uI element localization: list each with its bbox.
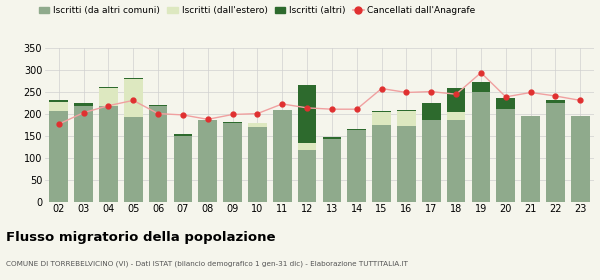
Bar xyxy=(546,101,565,102)
Bar xyxy=(347,129,366,130)
Bar xyxy=(298,143,316,150)
Bar xyxy=(99,87,118,88)
Bar xyxy=(546,102,565,202)
Bar xyxy=(397,111,416,126)
Bar xyxy=(496,98,515,109)
Bar xyxy=(323,137,341,139)
Bar xyxy=(298,85,316,143)
Bar xyxy=(372,111,391,112)
Bar xyxy=(223,123,242,202)
Bar xyxy=(422,120,440,202)
Bar xyxy=(124,79,143,117)
Bar xyxy=(49,102,68,111)
Bar xyxy=(298,150,316,202)
Bar xyxy=(124,117,143,202)
Bar xyxy=(447,120,466,202)
Bar xyxy=(248,123,267,127)
Bar xyxy=(248,127,267,202)
Bar xyxy=(422,102,440,120)
Bar xyxy=(49,101,68,102)
Text: Flusso migratorio della popolazione: Flusso migratorio della popolazione xyxy=(6,231,275,244)
Bar xyxy=(99,106,118,202)
Bar xyxy=(323,139,341,202)
Bar xyxy=(372,112,391,125)
Bar xyxy=(124,78,143,79)
Bar xyxy=(199,120,217,202)
Bar xyxy=(372,125,391,202)
Text: COMUNE DI TORREBELVICINO (VI) - Dati ISTAT (bilancio demografico 1 gen-31 dic) -: COMUNE DI TORREBELVICINO (VI) - Dati IST… xyxy=(6,260,408,267)
Bar xyxy=(571,116,590,202)
Bar xyxy=(149,106,167,202)
Bar xyxy=(397,110,416,111)
Bar xyxy=(149,105,167,106)
Bar xyxy=(74,104,93,106)
Bar xyxy=(397,126,416,202)
Bar xyxy=(74,106,93,202)
Bar xyxy=(472,82,490,92)
Legend: Iscritti (da altri comuni), Iscritti (dall'estero), Iscritti (altri), Cancellati: Iscritti (da altri comuni), Iscritti (da… xyxy=(38,6,475,15)
Bar xyxy=(173,136,192,202)
Bar xyxy=(521,116,540,202)
Bar xyxy=(347,130,366,202)
Bar xyxy=(447,88,466,112)
Bar xyxy=(49,111,68,202)
Bar xyxy=(273,110,292,202)
Bar xyxy=(496,109,515,202)
Bar xyxy=(99,88,118,106)
Bar xyxy=(447,112,466,120)
Bar xyxy=(223,122,242,123)
Bar xyxy=(472,92,490,202)
Bar xyxy=(173,134,192,136)
